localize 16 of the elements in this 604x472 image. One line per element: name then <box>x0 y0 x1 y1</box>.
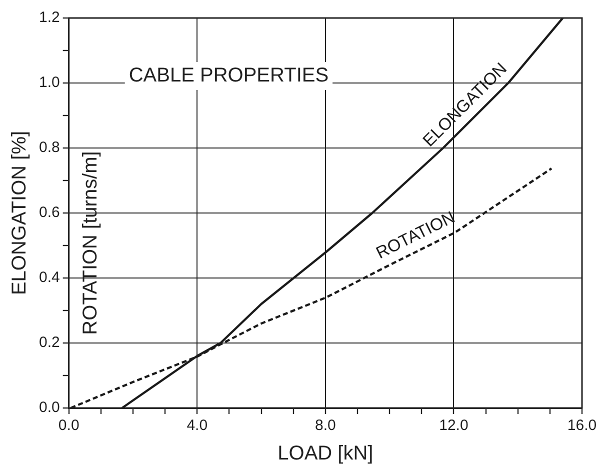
y-tick-label: 0.2 <box>38 334 60 352</box>
x-tick-label: 0.0 <box>58 417 80 434</box>
text: CABLE PROPERTIES <box>128 64 329 87</box>
y-tick-label: 0.6 <box>38 204 60 222</box>
y-tick-label: 1.0 <box>38 74 60 92</box>
x-tick-label: 8.0 <box>314 417 336 434</box>
y-tick-label: 0.4 <box>38 269 60 286</box>
annotation: ROTATION [turns/m] <box>79 151 102 335</box>
x-tick-label: 12.0 <box>439 417 468 434</box>
y-tick-label: 0.0 <box>38 399 60 416</box>
x-axis-title: LOAD [kN] <box>278 442 374 465</box>
x-tick-label: 16.0 <box>567 417 597 434</box>
y-tick-label: 1.2 <box>38 9 60 26</box>
x-tick-label: 4.0 <box>186 417 208 434</box>
y-axis-title: ELONGATION [%] <box>8 130 31 296</box>
y-tick-label: 0.8 <box>38 139 60 156</box>
